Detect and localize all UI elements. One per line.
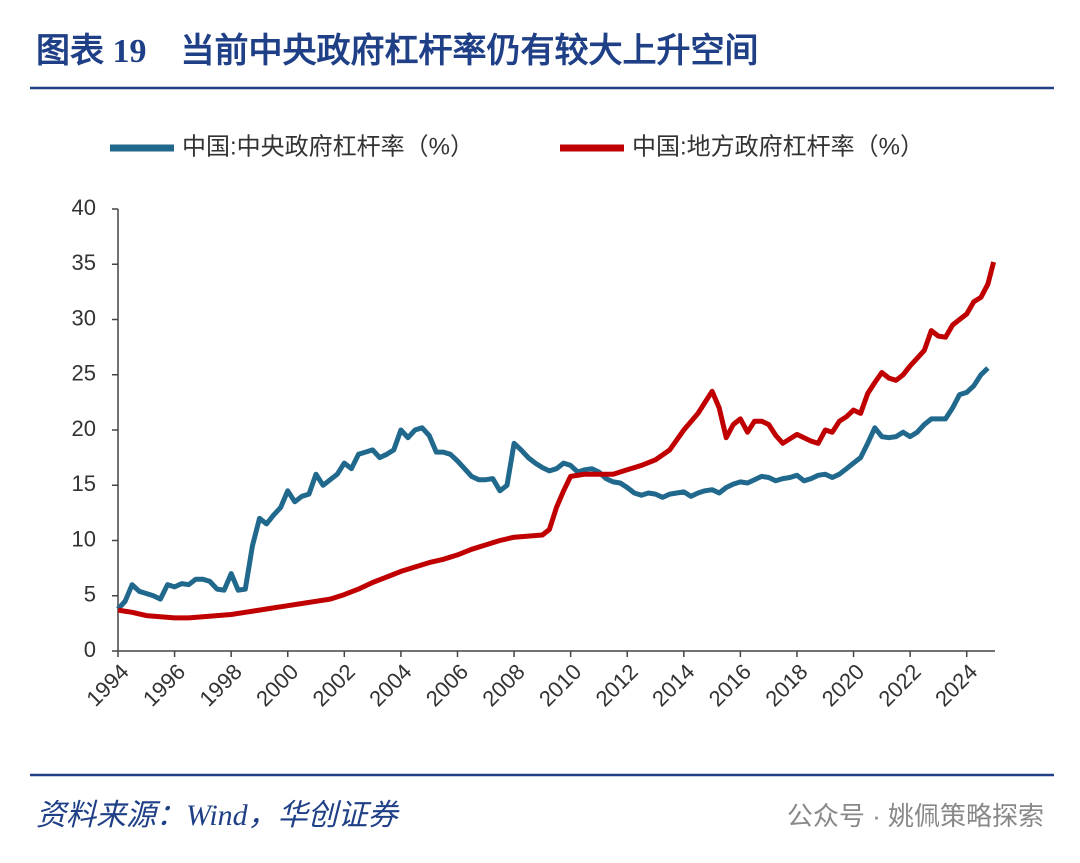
y-tick-label: 5 (84, 582, 96, 607)
x-tick-label: 2024 (930, 659, 982, 711)
y-tick-label: 20 (72, 416, 96, 441)
x-tick-label: 2018 (760, 659, 812, 711)
legend-label: 中国:中央政府杠杆率（%） (182, 133, 474, 160)
x-tick-label: 1994 (81, 659, 133, 711)
x-tick-label: 2008 (477, 659, 529, 711)
x-tick-label: 2006 (421, 659, 473, 711)
y-tick-label: 15 (72, 471, 96, 496)
x-tick-label: 2014 (647, 659, 699, 711)
legend-label: 中国:地方政府杠杆率（%） (632, 133, 924, 160)
watermark: 公众号 · 姚佩策略探索 (787, 801, 1044, 831)
x-tick-label: 2016 (704, 659, 756, 711)
y-tick-label: 0 (84, 637, 96, 662)
x-tick-label: 2002 (308, 659, 360, 711)
y-tick-label: 30 (72, 305, 96, 330)
data-line (117, 261, 997, 621)
x-tick-label: 2012 (591, 659, 643, 711)
x-tick-label: 2022 (873, 659, 925, 711)
y-tick-label: 10 (72, 526, 96, 551)
x-tick-label: 2020 (817, 659, 869, 711)
x-tick-label: 1998 (195, 659, 247, 711)
x-tick-label: 2000 (251, 659, 303, 711)
y-tick-label: 35 (72, 250, 96, 275)
x-tick-label: 2010 (534, 659, 586, 711)
source-note: 资料来源：Wind，华创证券 (36, 799, 400, 832)
data-line (116, 366, 990, 611)
y-tick-label: 40 (72, 195, 96, 220)
y-tick-label: 25 (72, 361, 96, 386)
x-tick-label: 2004 (364, 659, 416, 711)
chart-title: 图表 19 当前中央政府杠杆率仍有较大上升空间 (36, 31, 759, 70)
x-tick-label: 1996 (138, 659, 190, 711)
